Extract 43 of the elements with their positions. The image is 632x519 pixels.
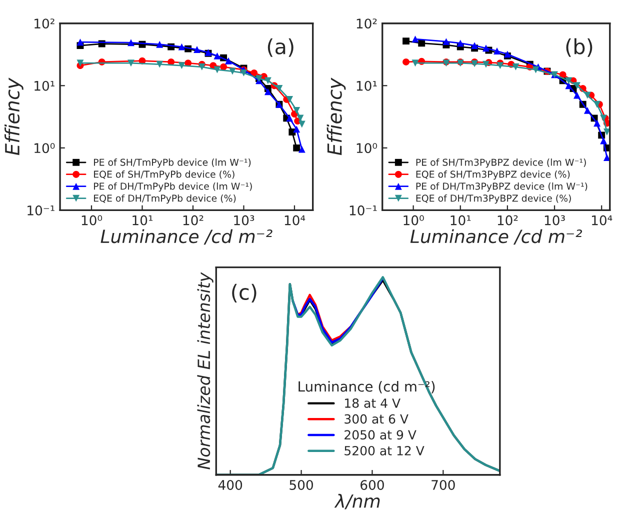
legend-label: EQE of DH/Tm3PyBPZ device (%) xyxy=(416,194,571,204)
legend-label: EQE of SH/TmPyPb device (%) xyxy=(94,170,234,180)
legend-label: 2050 at 9 V xyxy=(344,430,416,440)
x-tick-label: 400 xyxy=(218,480,242,490)
legend-label: EQE of SH/Tm3PyBPZ device (%) xyxy=(416,170,570,180)
x-tick-label: 10² xyxy=(498,215,518,226)
x-tick-label: 10³ xyxy=(544,215,565,226)
y-axis-title: Effiency xyxy=(4,78,24,156)
legend-label: 18 at 4 V xyxy=(345,398,400,408)
y-tick-label: 10⁰ xyxy=(356,143,378,154)
x-tick-label: 500 xyxy=(290,480,313,490)
legend-label: PE of DH/TmPyPb device (lm W⁻¹) xyxy=(94,182,252,192)
legend-label: 5200 at 12 V xyxy=(344,446,424,456)
legend-label: 300 at 6 V xyxy=(344,414,408,424)
y-tick-label: 10² xyxy=(356,18,377,29)
legend-label: PE of SH/Tm3PyBPZ device (lm W⁻¹) xyxy=(416,158,586,168)
annotation: (b) xyxy=(566,38,592,57)
x-axis-title: λ/nm xyxy=(334,494,380,510)
x-axis-title: Luminance /cd m⁻² xyxy=(410,229,582,245)
x-tick-label: 700 xyxy=(432,480,455,490)
y-axis-title: Normalized EL intensity xyxy=(197,272,214,470)
y-tick-label: 10¹ xyxy=(356,80,377,91)
y-tick-label: 10¹ xyxy=(34,80,54,91)
y-tick-label: 10² xyxy=(34,18,54,29)
y-tick-label: 10⁰ xyxy=(34,143,55,154)
x-axis-title: Luminance /cd m⁻² xyxy=(100,229,272,245)
x-tick-label: 10¹ xyxy=(450,215,471,226)
x-tick-label: 10⁴ xyxy=(284,215,306,226)
x-tick-label: 10³ xyxy=(234,215,254,226)
x-tick-label: 10⁴ xyxy=(592,215,612,226)
x-tick-label: 600 xyxy=(360,480,384,490)
legend-label: PE of SH/TmPyPb device (lm W⁻¹) xyxy=(94,158,251,168)
x-tick-label: 10¹ xyxy=(132,215,153,226)
legend-label: EQE of DH/TmPyPb device (%) xyxy=(94,194,236,204)
x-tick-label: 10⁰ xyxy=(404,215,424,226)
x-tick-label: 10⁰ xyxy=(82,215,102,226)
y-tick-label: 10⁻¹ xyxy=(28,205,54,216)
legend-label: PE of DH/Tm3PyBPZ device (lm W⁻¹) xyxy=(416,182,588,192)
x-tick-label: 10² xyxy=(183,215,204,226)
annotation: (c) xyxy=(232,284,256,302)
y-axis-title: Effiency xyxy=(326,78,346,156)
y-tick-label: 10⁻¹ xyxy=(350,205,377,216)
annotation: (a) xyxy=(268,38,294,57)
